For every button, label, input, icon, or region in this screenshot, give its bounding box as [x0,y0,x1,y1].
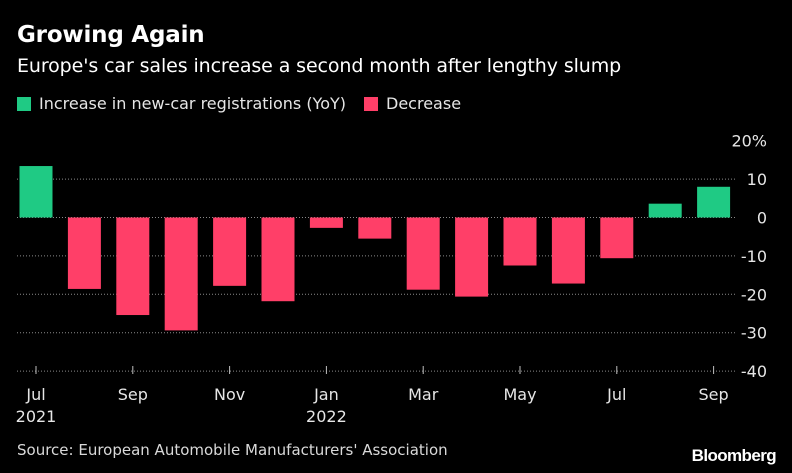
bar-jun-2022 [551,217,585,284]
y-tick-label: 0 [757,209,767,228]
legend-swatch-decrease [364,96,379,111]
y-tick-label: -30 [741,324,767,343]
source-note: Source: European Automobile Manufacturer… [17,441,448,459]
y-tick-label: -10 [741,247,767,266]
legend-label-increase: Increase in new-car registrations (YoY) [39,94,347,113]
x-tick-label: Nov [214,385,245,404]
bar-jul-2022 [600,217,634,259]
x-tick-label: Sep [118,385,148,404]
chart-title: Growing Again [17,22,205,48]
legend-item-increase: Increase in new-car registrations (YoY) [17,94,346,113]
bar-mar-2022 [406,217,440,290]
bar-dec-2021 [261,217,295,302]
x-tick-label: Jan [313,385,339,404]
x-tick-year-label: 2022 [306,407,347,426]
legend-swatch-increase [17,96,31,111]
y-tick-label: 20% [731,132,767,151]
x-tick-year-label: 2021 [16,407,57,426]
bar-aug-2021 [67,217,101,289]
bloomberg-logo: Bloomberg [691,446,777,465]
legend-item-decrease: Decrease [364,94,461,113]
legend: Increase in new-car registrations (YoY) … [17,94,479,113]
x-axis-ticks: Jul 2021 Sep Nov Jan 2022 Mar May Jul Sep [16,366,729,426]
y-tick-label: -20 [741,285,767,304]
chart-subtitle: Europe's car sales increase a second mon… [17,55,622,77]
y-tick-label: 10 [747,170,767,189]
bars [19,166,731,331]
bar-sep-2021 [116,217,150,316]
bar-apr-2022 [455,217,489,297]
x-tick-label: May [503,385,536,404]
bar-may-2022 [503,217,537,266]
bar-feb-2022 [358,217,392,239]
x-tick-label: Jul [606,385,626,404]
x-tick-label: Jul [25,385,45,404]
bar-aug-2022 [648,203,682,218]
bar-oct-2021 [164,217,198,331]
bar-jul-2021 [19,166,53,218]
x-tick-label: Sep [699,385,729,404]
y-tick-label: -40 [741,362,767,381]
y-axis-ticks: 20% 10 0 -10 -20 -30 -40 [731,132,767,381]
bar-nov-2021 [213,217,247,286]
bar-jan-2022 [309,217,343,228]
bar-sep-2022 [697,186,731,218]
legend-label-decrease: Decrease [386,94,462,113]
x-tick-label: Mar [408,385,439,404]
